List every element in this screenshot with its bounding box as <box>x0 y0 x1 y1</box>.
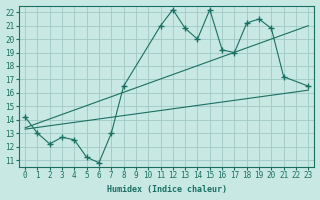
X-axis label: Humidex (Indice chaleur): Humidex (Indice chaleur) <box>107 185 227 194</box>
